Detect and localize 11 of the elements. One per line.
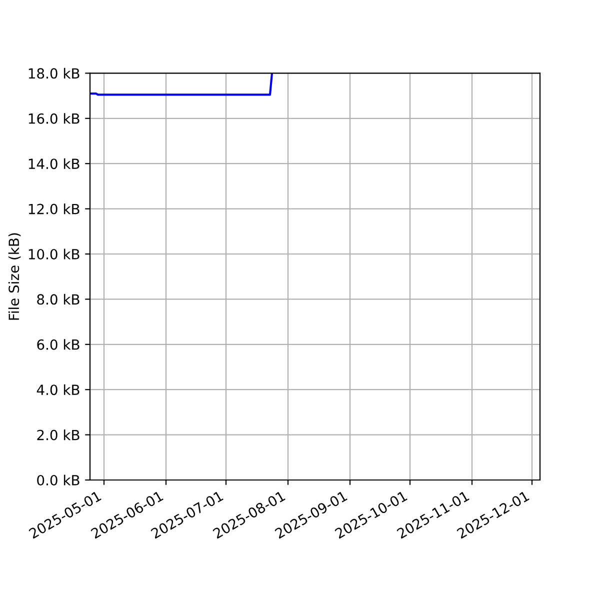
y-tick-label: 0.0 kB [37, 474, 80, 486]
y-tick-label: 6.0 kB [37, 339, 80, 350]
y-tick-label: 2.0 kB [37, 430, 80, 440]
y-tick-label: 8.0 kB [37, 294, 80, 305]
y-tick-label: 18.0 kB [28, 68, 80, 79]
y-tick-label: 12.0 kB [28, 204, 80, 214]
y-tick-label: 16.0 kB [28, 113, 80, 124]
y-tick-label: 4.0 kB [36, 384, 80, 396]
y-axis-title: File Size (kB) [8, 233, 21, 320]
y-tick-label: 14.0 kB [28, 158, 80, 170]
y-tick-label: 10.0 kB [28, 248, 80, 260]
